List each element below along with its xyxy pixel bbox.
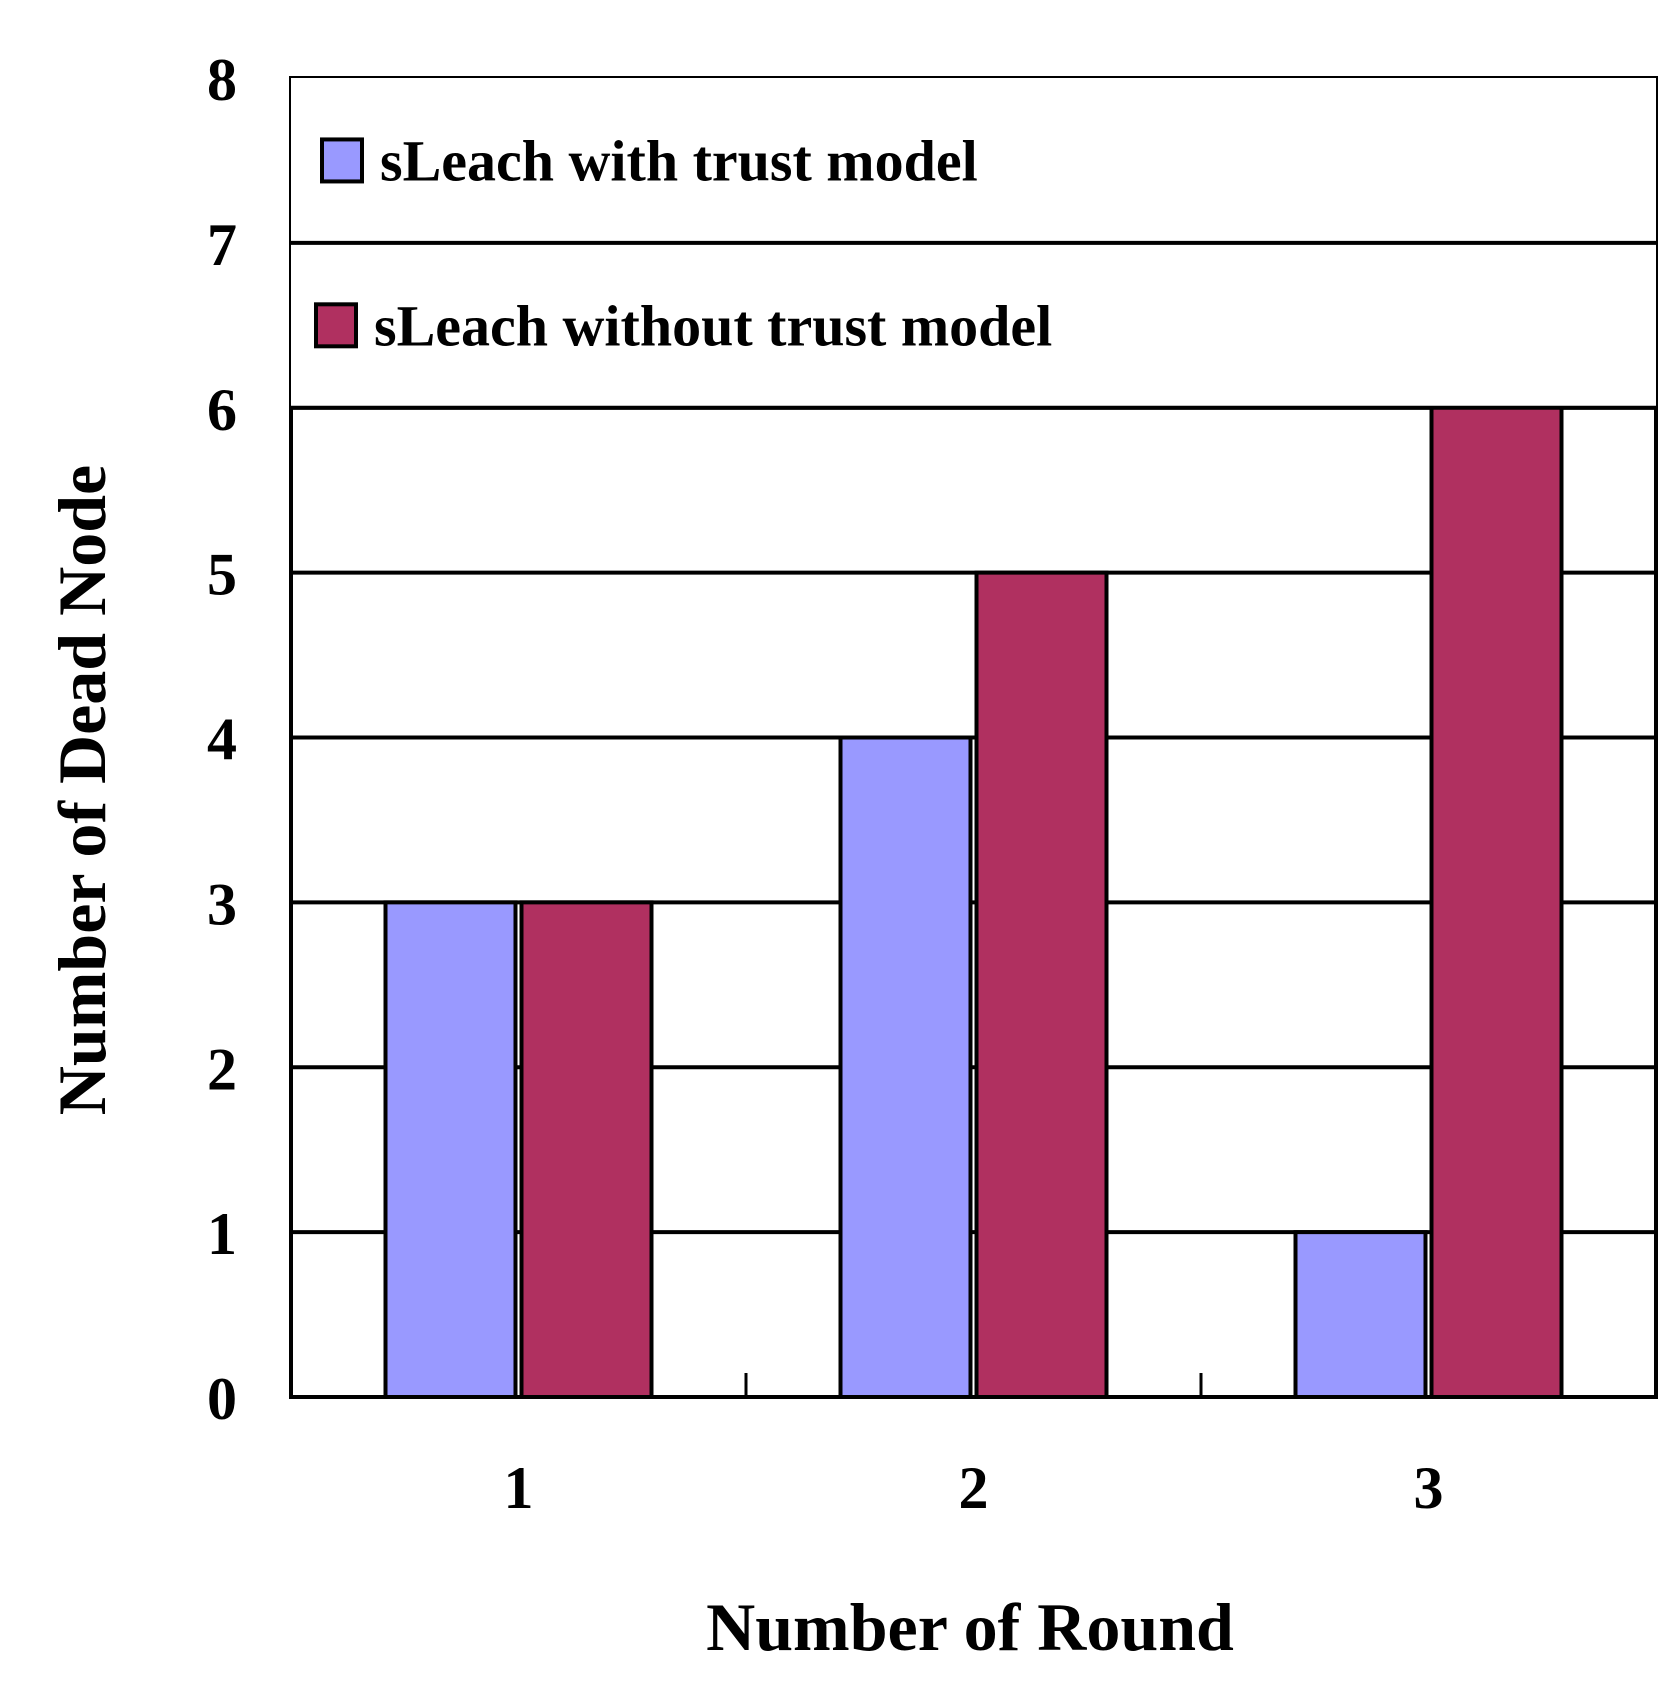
legend-label: sLeach without trust model bbox=[374, 293, 1052, 358]
y-tick-label: 2 bbox=[207, 1036, 237, 1102]
bars bbox=[383, 240, 1564, 1399]
y-tick-label: 3 bbox=[207, 871, 237, 937]
x-tick-label: 1 bbox=[504, 1455, 534, 1521]
bar bbox=[519, 900, 654, 1399]
x-tick-label: 3 bbox=[1414, 1455, 1444, 1521]
legend-label: sLeach with trust model bbox=[380, 128, 978, 193]
y-tick-label: 8 bbox=[207, 47, 237, 113]
y-tick-label: 4 bbox=[207, 707, 237, 773]
bar bbox=[1293, 1230, 1428, 1399]
y-tick-labels: 0 1 2 3 4 5 6 7 8 bbox=[207, 47, 237, 1432]
x-axis-title: Number of Round bbox=[706, 1589, 1234, 1665]
y-tick-label: 6 bbox=[207, 377, 237, 443]
legend: sLeach with trust model sLeach without tr… bbox=[291, 78, 1656, 410]
legend-swatch bbox=[314, 302, 358, 349]
x-tick-labels: 1 2 3 bbox=[504, 1455, 1444, 1521]
y-tick-label: 1 bbox=[207, 1201, 237, 1267]
bar bbox=[838, 735, 973, 1399]
bar bbox=[383, 900, 518, 1399]
y-tick-label: 7 bbox=[207, 212, 237, 278]
y-tick-label: 5 bbox=[207, 542, 237, 608]
y-axis-title: Number of Dead Node bbox=[44, 465, 120, 1115]
bar bbox=[974, 570, 1109, 1399]
legend-swatch bbox=[320, 137, 364, 184]
x-tick-label: 2 bbox=[959, 1455, 989, 1521]
y-tick-label: 0 bbox=[207, 1366, 237, 1432]
bar bbox=[1429, 240, 1564, 1399]
